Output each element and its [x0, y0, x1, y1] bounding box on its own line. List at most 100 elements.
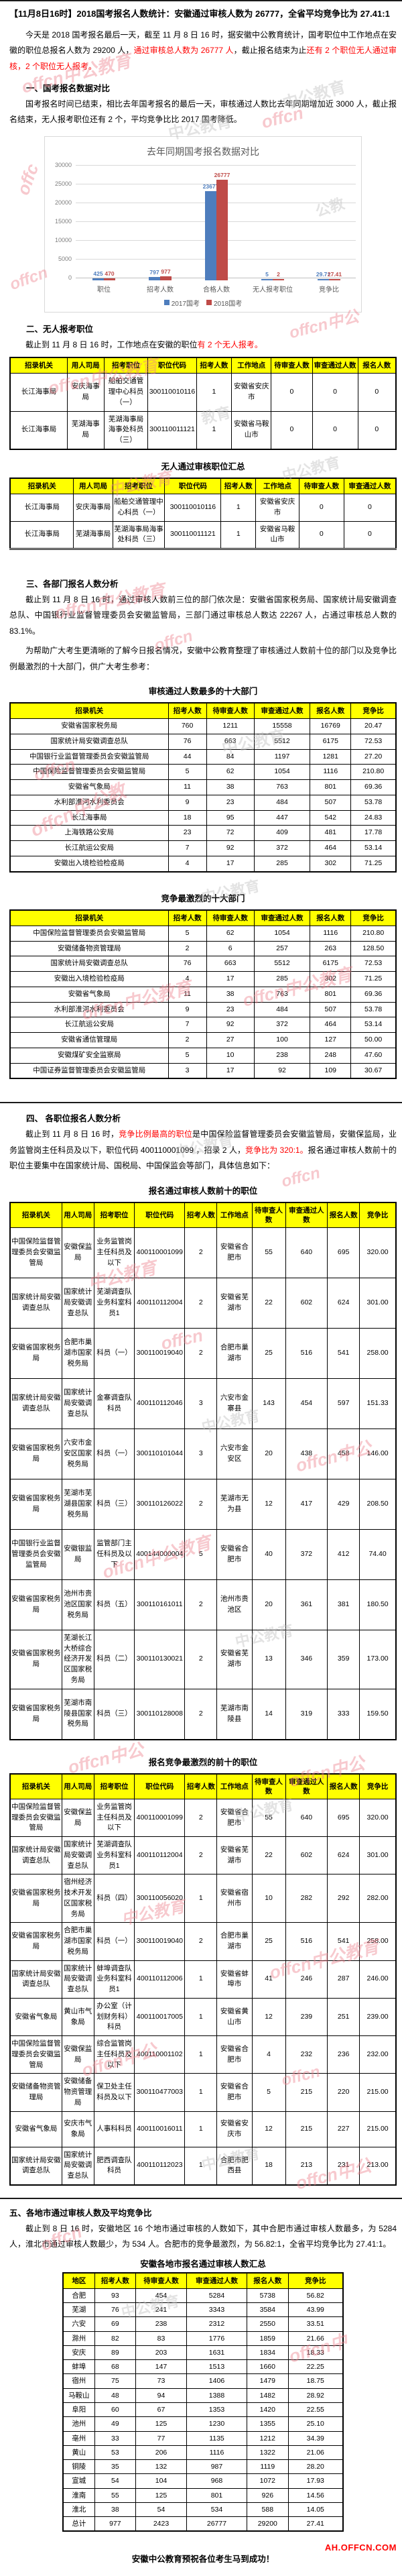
legend-label: 2017国考 — [171, 300, 200, 308]
table-cell: 2312 — [186, 2316, 248, 2332]
highlighted-text: 还有 2 个职位无人通过审核，2 个职位无人报考。 — [9, 46, 397, 71]
table-row: 安徽省气象局 11 38 763 801 69.36 — [9, 986, 397, 1003]
bar-value-label: 5 — [265, 271, 269, 278]
table-cell: 464 — [310, 840, 352, 856]
section3-paragraph-2: 为帮助广大考生更清晰的了解今日报名情况，安徽中公教育整理了审核通过人数前十位的部… — [9, 646, 397, 671]
table-cell: 320.00 — [359, 1227, 397, 1278]
table-cell: 210.80 — [350, 925, 397, 942]
table-cell: 215 — [285, 2073, 328, 2112]
table-cell: 75 — [94, 2373, 137, 2389]
table-cell: 安徽储备物资管理局 — [9, 940, 169, 957]
y-axis-tick: 15000 — [54, 217, 72, 225]
table-cell: 301.00 — [359, 1277, 397, 1329]
table-cell: 3343 — [186, 2302, 248, 2318]
table-cell: 安徽省国家税务局 — [9, 1874, 62, 1923]
table-cell: 300110019040 — [134, 1922, 186, 1961]
table-cell: 淮北 — [62, 2502, 95, 2518]
table-cell: 92 — [206, 1017, 255, 1033]
table-row: 阜阳 60 67 1353 1420 22.55 — [62, 2402, 344, 2418]
table-cell: 125 — [135, 2416, 187, 2432]
table-cell: 1 — [184, 1874, 218, 1923]
highlighted-text: 竞争比为 320:1。 — [245, 1145, 308, 1155]
x-axis-category-label: 竞争比 — [319, 286, 339, 294]
table-cell: 507 — [310, 1001, 352, 1018]
table-cell: 206 — [135, 2445, 187, 2461]
column-header: 审查通过人数 — [285, 1202, 328, 1228]
table-cell: 水利部淮河水利委员会 — [9, 794, 169, 811]
table-cell: 科员（一） — [93, 1327, 135, 1379]
table-cell: 239 — [285, 1997, 328, 2037]
table-cell: 安徽省国家税务局 — [9, 1688, 62, 1740]
table-row: 合肥 93 454 5284 5738 56.82 — [62, 2288, 344, 2304]
bar-2018国考: 977 — [160, 268, 172, 280]
table-cell: 44 — [168, 748, 207, 765]
table-cell: 5 — [184, 1528, 218, 1580]
table-cell: 89 — [94, 2345, 137, 2361]
table-cell: 安徽省芜湖市 — [216, 1629, 253, 1689]
site-link[interactable]: AH.OFFCN.COM — [324, 2542, 397, 2553]
position-top10-table-title: 报名通过审核人数前十的职位 — [148, 1186, 258, 1196]
table-cell: 400110112004 — [134, 1277, 186, 1329]
table-cell: 安徽保监局 — [61, 1798, 94, 1838]
table-cell: 长江海事局 — [9, 494, 74, 522]
table-cell: 62 — [206, 764, 255, 781]
table-cell: 258.00 — [359, 1922, 397, 1961]
bar-2018国考: 470 — [104, 270, 115, 280]
table-cell: 合肥市巢湖市 — [216, 1922, 253, 1961]
table-cell: 2 — [168, 940, 207, 957]
table-row: 国家统计局安徽调查总队 国家统计局安徽调查总队 芜湖调查队业务科室科员1 400110… — [9, 1836, 397, 1875]
table-cell: 82 — [94, 2331, 137, 2346]
table-cell: 2 — [184, 1836, 218, 1875]
table-cell: 300110161011 — [134, 1579, 186, 1630]
table-cell: 阜阳 — [62, 2402, 95, 2418]
table-cell: 35 — [94, 2459, 137, 2475]
table-cell: 30.67 — [350, 1062, 397, 1079]
table-cell: 芜湖海事局 — [66, 410, 105, 450]
table-cell: 科员（五） — [93, 1579, 135, 1630]
table-row: 安徽省国家税务局 合肥市巢湖市国家税务局 科员（一） 300110019040 2 合肥市… — [9, 1327, 397, 1379]
table-row: 国家统计局安徽调查总队 国家统计局安徽调查总队 蚌埠调查队业务科室科员1 400110… — [9, 1960, 397, 1999]
table-cell: 241 — [135, 2302, 187, 2318]
table-row: 水利部淮河水利委员会 9 23 484 507 53.78 — [9, 794, 397, 811]
table-cell: 1353 — [186, 2402, 248, 2418]
table-cell: 17 — [206, 971, 255, 987]
bar-2017国考: 425 — [92, 270, 104, 280]
table-cell: 25 — [251, 1327, 286, 1379]
y-axis-tick: 30000 — [54, 161, 72, 168]
column-header: 竞争比 — [359, 1773, 397, 1799]
table-cell: 372 — [253, 1017, 311, 1033]
table-cell: 400110017005 — [134, 1997, 186, 2037]
table-cell: 12 — [251, 1997, 286, 2037]
city-summary-table: 地区 招考人数 待审查人数 审查通过人数 报名人数 竞争比 合肥 93 454 5284 5738 5… — [62, 2272, 344, 2532]
table-row: 中国保险监督管理委员会安徽监管局 5 62 1054 1116 210.80 — [9, 764, 397, 781]
table-cell: 1 — [184, 2146, 218, 2186]
bar-2018国考: 26777 — [214, 172, 230, 280]
table-cell: 2 — [184, 1227, 218, 1278]
table-cell: 92 — [253, 1062, 311, 1079]
table-row: 国家统计局安徽调查总队 76 663 5512 6175 72.53 — [9, 956, 397, 972]
table-cell: 17.93 — [287, 2473, 344, 2489]
table-row: 长江航运公安局 7 92 372 464 53.14 — [9, 840, 397, 856]
table-cell: 安庆 — [62, 2345, 95, 2361]
table-cell: 534 — [186, 2502, 248, 2518]
table-cell: 215.00 — [359, 2073, 397, 2112]
table-cell: 长江航运公安局 — [9, 840, 169, 856]
table-cell: 2 — [184, 1688, 218, 1740]
table-cell: 安徽出入境检验检疫局 — [9, 855, 169, 873]
table-cell: 21.06 — [287, 2445, 344, 2461]
table-cell: 72 — [206, 825, 255, 842]
table-row: 宿州 75 73 1406 1479 18.75 — [62, 2373, 344, 2389]
table-cell: 合肥市巢湖市国家税务局 — [61, 1327, 94, 1379]
column-header: 审查通过人数 — [186, 2272, 248, 2289]
table-cell: 151.33 — [359, 1378, 397, 1429]
bar-2017国考: 23677 — [203, 183, 218, 280]
table-cell: 246 — [285, 1960, 328, 1999]
column-header: 工作地点 — [255, 478, 299, 495]
table-cell: 62 — [206, 925, 255, 942]
table-cell: 安徽省合肥市 — [216, 2073, 253, 2112]
bar-value-label: 470 — [105, 270, 115, 278]
table-cell: 128.50 — [350, 940, 397, 957]
table-cell: 481 — [310, 825, 352, 842]
table-cell: 黄山市气象局 — [61, 1997, 94, 2037]
column-header: 竞争比 — [359, 1202, 397, 1228]
